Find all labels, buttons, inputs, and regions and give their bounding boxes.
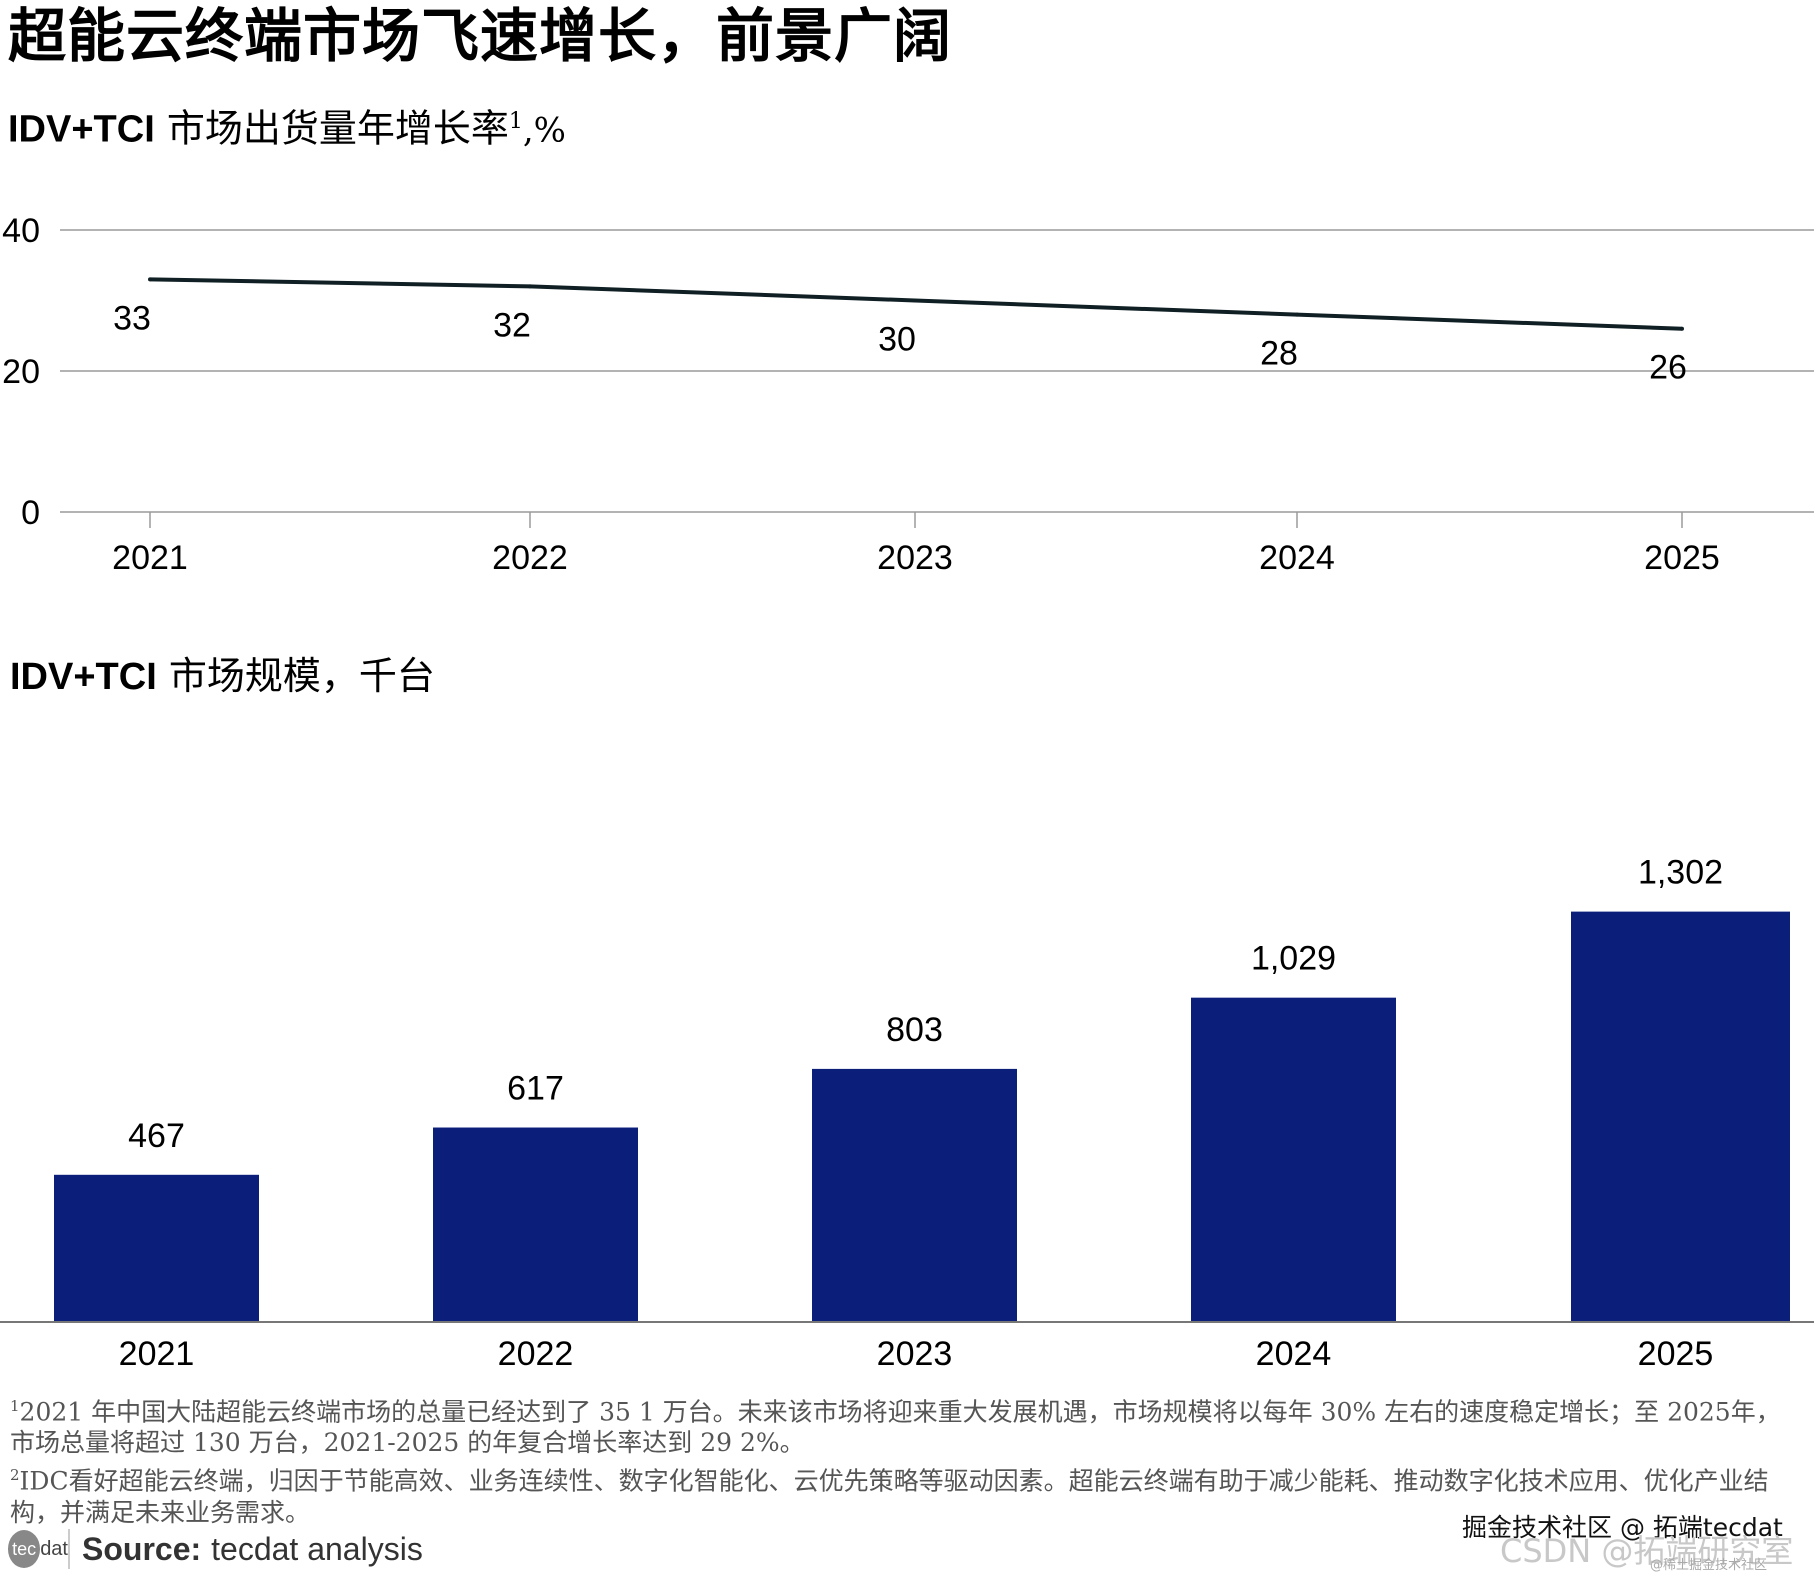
x-tick-label: 2024: [1256, 1335, 1332, 1373]
footnote-1-text: 2021 年中国大陆超能云终端市场的总量已经达到了 35 1 万台。未来该市场将…: [10, 1397, 1781, 1458]
y-tick-label: 0: [21, 494, 40, 532]
watermark-juejin: 掘金技术社区 @ 拓端tecdat: [1462, 1513, 1783, 1542]
watermark-xitu: @稀土掘金技术社区: [1650, 1558, 1768, 1573]
line-point: [148, 277, 152, 282]
source-text: tecdat analysis: [211, 1530, 423, 1567]
bar: [54, 1174, 259, 1322]
x-tick-label: 2021: [112, 539, 188, 577]
bar: [1191, 997, 1396, 1322]
watermark-csdn: CSDN @拓端研究室: [1500, 1532, 1794, 1570]
line-chart-title-footnote-ref: 1: [508, 109, 523, 134]
line-point: [913, 298, 917, 303]
data-label: 1,029: [1251, 940, 1336, 978]
x-tick-label: 2021: [119, 1335, 195, 1373]
data-label: 28: [1260, 335, 1298, 373]
bar-chart-title-en: IDV+TCI: [10, 656, 157, 698]
bar: [433, 1127, 638, 1322]
y-tick-label: 20: [2, 353, 40, 391]
bar-chart: 467 2021 617 2022 803 2023 1,029 2024 1,302 2025: [0, 854, 1814, 1373]
data-label: 30: [878, 321, 916, 359]
bar-chart-title: IDV+TCI 市场规模，千台: [10, 652, 435, 701]
footnote-2: 2IDC看好超能云终端，归因于节能高效、业务连续性、数字化智能化、云优先策略等驱…: [10, 1460, 1800, 1527]
x-tick-label: 2023: [877, 539, 953, 577]
line-chart: 0 20 40 2021 2022 2023 2024 2025 33 32 30 28 26: [2, 212, 1814, 577]
line-chart-title-unit: ,%: [522, 110, 566, 151]
x-tick-label: 2024: [1259, 539, 1335, 577]
line-chart-title: IDV+TCI 市场出货量年增长率1,%: [8, 98, 566, 155]
series-line: [149, 277, 1683, 331]
data-label: 1,302: [1638, 854, 1723, 892]
data-label: 33: [113, 299, 151, 337]
source-row: tec dat Source: tecdat analysis: [8, 1527, 423, 1571]
data-label: 32: [493, 306, 531, 344]
x-tick-label: 2025: [1644, 539, 1720, 577]
page-title: 超能云终端市场飞速增长，前景广阔: [8, 2, 953, 70]
footnote-1-marker: 1: [10, 1397, 20, 1415]
bar: [1571, 911, 1790, 1322]
footnote-1: 12021 年中国大陆超能云终端市场的总量已经达到了 35 1 万台。未来该市场…: [10, 1391, 1800, 1458]
x-tick-label: 2022: [498, 1335, 574, 1373]
x-tick-label: 2023: [877, 1335, 953, 1373]
logo-badge-icon: tec: [8, 1530, 41, 1568]
line-chart-title-en: IDV+TCI: [8, 108, 155, 151]
data-label: 803: [886, 1011, 943, 1049]
footnotes: 12021 年中国大陆超能云终端市场的总量已经达到了 35 1 万台。未来该市场…: [10, 1391, 1800, 1530]
y-tick-label: 40: [2, 212, 40, 250]
data-label: 26: [1649, 349, 1687, 387]
line-point: [1680, 326, 1684, 331]
tecdat-logo: tec dat: [8, 1529, 70, 1569]
line-point: [528, 284, 532, 289]
x-tick-label: 2022: [492, 539, 568, 577]
x-tick-label: 2025: [1638, 1335, 1714, 1373]
line-chart-title-cn: 市场出货量年增长率: [154, 106, 509, 151]
footnote-2-marker: 2: [10, 1466, 20, 1485]
source-label: Source:: [82, 1530, 202, 1567]
line-point: [1295, 312, 1299, 317]
bar-chart-title-cn: 市场规模，千台: [156, 654, 435, 698]
data-label: 617: [507, 1070, 564, 1108]
data-label: 467: [128, 1117, 185, 1155]
footnote-2-text: IDC看好超能云终端，归因于节能高效、业务连续性、数字化智能化、云优先策略等驱动…: [10, 1466, 1769, 1527]
bar: [812, 1068, 1017, 1322]
